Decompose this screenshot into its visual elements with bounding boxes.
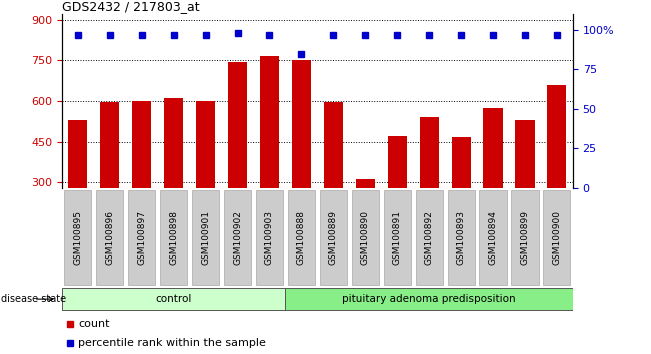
- Text: GSM100897: GSM100897: [137, 210, 146, 265]
- Text: GSM100899: GSM100899: [520, 210, 529, 265]
- FancyBboxPatch shape: [256, 190, 283, 285]
- Bar: [132, 101, 151, 188]
- FancyBboxPatch shape: [320, 190, 347, 285]
- FancyBboxPatch shape: [224, 190, 251, 285]
- Text: pituitary adenoma predisposition: pituitary adenoma predisposition: [342, 294, 516, 304]
- FancyBboxPatch shape: [128, 190, 156, 285]
- Text: GSM100893: GSM100893: [456, 210, 465, 265]
- Text: GDS2432 / 217803_at: GDS2432 / 217803_at: [62, 0, 199, 13]
- Bar: [484, 108, 503, 188]
- Text: GSM100898: GSM100898: [169, 210, 178, 265]
- Text: GSM100901: GSM100901: [201, 210, 210, 265]
- Bar: [228, 62, 247, 188]
- Bar: [196, 101, 215, 188]
- Bar: [164, 98, 183, 188]
- Text: GSM100896: GSM100896: [105, 210, 115, 265]
- Text: GSM100902: GSM100902: [233, 210, 242, 265]
- FancyBboxPatch shape: [415, 190, 443, 285]
- Text: GSM100903: GSM100903: [265, 210, 274, 265]
- Text: GSM100889: GSM100889: [329, 210, 338, 265]
- Bar: [516, 120, 534, 188]
- Bar: [324, 102, 343, 188]
- Bar: [260, 56, 279, 188]
- Bar: [452, 137, 471, 188]
- Bar: [547, 85, 566, 188]
- Bar: [292, 60, 311, 188]
- Bar: [100, 102, 119, 188]
- FancyBboxPatch shape: [64, 190, 91, 285]
- Bar: [355, 179, 375, 188]
- FancyBboxPatch shape: [96, 190, 123, 285]
- FancyBboxPatch shape: [479, 190, 506, 285]
- Text: GSM100894: GSM100894: [488, 210, 497, 265]
- Text: GSM100890: GSM100890: [361, 210, 370, 265]
- Text: GSM100888: GSM100888: [297, 210, 306, 265]
- Text: GSM100895: GSM100895: [74, 210, 82, 265]
- Text: disease state: disease state: [1, 294, 66, 304]
- FancyBboxPatch shape: [192, 190, 219, 285]
- FancyBboxPatch shape: [512, 190, 538, 285]
- Text: GSM100900: GSM100900: [553, 210, 561, 265]
- FancyBboxPatch shape: [160, 190, 187, 285]
- FancyBboxPatch shape: [62, 288, 285, 310]
- Bar: [419, 117, 439, 188]
- FancyBboxPatch shape: [352, 190, 379, 285]
- Text: GSM100891: GSM100891: [393, 210, 402, 265]
- Text: GSM100892: GSM100892: [424, 210, 434, 265]
- FancyBboxPatch shape: [544, 190, 570, 285]
- FancyBboxPatch shape: [447, 190, 475, 285]
- FancyBboxPatch shape: [288, 190, 315, 285]
- Text: percentile rank within the sample: percentile rank within the sample: [78, 338, 266, 348]
- Bar: [68, 120, 87, 188]
- Text: control: control: [156, 294, 192, 304]
- FancyBboxPatch shape: [285, 288, 573, 310]
- Text: count: count: [78, 319, 110, 329]
- FancyBboxPatch shape: [383, 190, 411, 285]
- Bar: [387, 136, 407, 188]
